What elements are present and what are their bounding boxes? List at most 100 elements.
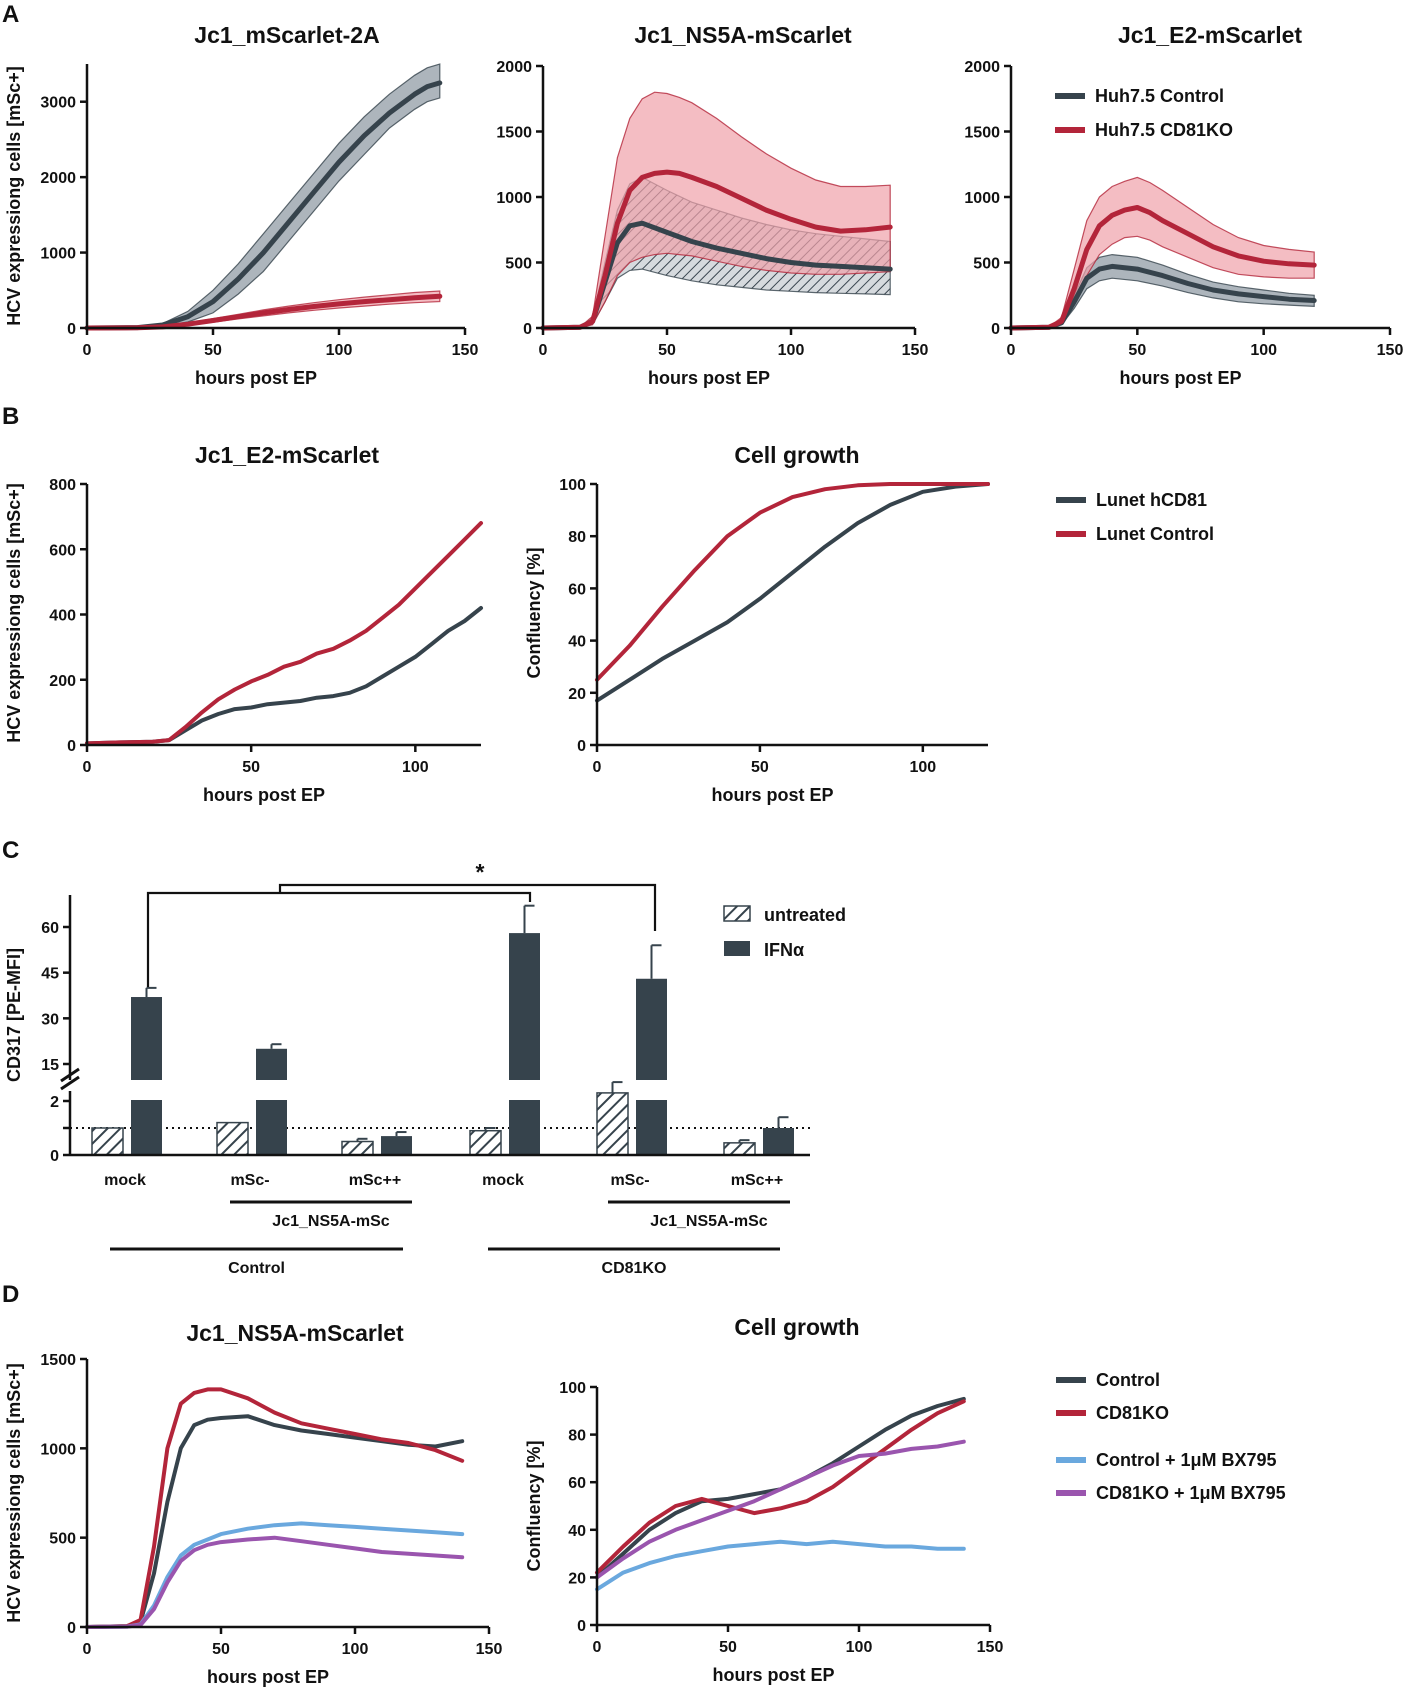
legend-swatch-untreated <box>723 905 751 922</box>
x-tick-label: 100 <box>1250 342 1277 359</box>
significance-bracket <box>146 883 657 987</box>
y-tick-label: 40 <box>568 634 586 651</box>
y-axis-label: HCV expressiong cells [mSc+] <box>4 483 24 743</box>
chart-title: Jc1_mScarlet-2A <box>194 22 379 48</box>
x-tick-label: 0 <box>593 1639 602 1656</box>
bar-untreated <box>91 1127 124 1156</box>
bar-ifn-upper <box>131 997 162 1080</box>
series-line-lunet-control <box>85 521 483 746</box>
y-tick-label: 2000 <box>964 59 1000 76</box>
series-line-lunet-hcd81 <box>85 606 483 746</box>
y-axis-label: HCV expressiong cells [mSc+] <box>4 1363 24 1623</box>
y-axis-label: CD317 [PE-MFI] <box>4 948 24 1082</box>
y-tick-label: 60 <box>41 920 59 937</box>
panel-letter-b: B <box>2 403 19 430</box>
y-tick-label: 500 <box>49 1531 76 1548</box>
y-tick-label: 30 <box>41 1011 59 1028</box>
group-label: Jc1_NS5A-mSc <box>272 1213 390 1230</box>
category-label: mock <box>482 1172 524 1189</box>
chart-b1-e2-mscarlet: 0 50 100 0 200 400 600 800 hours post EP HCV expr… <box>4 442 483 805</box>
category-label: mSc++ <box>349 1172 401 1189</box>
y-tick-label: 1500 <box>40 1352 76 1369</box>
bar-untreated <box>723 1142 756 1156</box>
chart-a1-mscarlet-2a: 0 50 100 150 0 1000 2000 3000 hours post EP HCV e… <box>4 22 478 388</box>
legend-label: Lunet hCD81 <box>1096 490 1207 510</box>
x-tick-label: 100 <box>342 1641 369 1658</box>
axis-break-mark <box>60 1067 80 1083</box>
y-tick-label: 20 <box>568 686 586 703</box>
y-tick-label: 0 <box>577 738 586 755</box>
y-tick-label: 200 <box>49 673 76 690</box>
x-tick-label: 0 <box>539 342 548 359</box>
y-tick-label: 60 <box>568 581 586 598</box>
y-tick-label: 2000 <box>496 59 532 76</box>
series-line-cd81ko <box>85 1387 465 1629</box>
bar-untreated <box>216 1121 249 1156</box>
group-label: Control <box>228 1260 285 1277</box>
x-tick-label: 50 <box>719 1639 737 1656</box>
legend-label: untreated <box>764 905 846 925</box>
bar-ifn-lower <box>636 1100 667 1155</box>
y-tick-label: 800 <box>49 477 76 494</box>
bar-untreated <box>341 1140 374 1156</box>
legend-label: Huh7.5 Control <box>1095 86 1224 106</box>
x-tick-label: 0 <box>593 759 602 776</box>
panel-letter-a: A <box>2 1 19 28</box>
y-tick-label: 100 <box>559 477 586 494</box>
x-tick-label: 0 <box>83 1641 92 1658</box>
x-axis-label: hours post EP <box>207 1667 329 1687</box>
legend-label: CD81KO + 1μM BX795 <box>1096 1483 1286 1503</box>
chart-title: Jc1_E2-mScarlet <box>195 442 379 468</box>
series-line-lunet-control <box>595 482 990 682</box>
y-tick-label: 20 <box>568 1570 586 1587</box>
y-tick-label: 1000 <box>40 246 76 263</box>
axis-break-mark <box>60 1075 80 1091</box>
legend-swatch-ifn <box>724 941 750 956</box>
bar-ifn-lower <box>509 1100 540 1155</box>
y-tick-label: 3000 <box>40 95 76 112</box>
y-tick-label: 600 <box>49 542 76 559</box>
y-tick-label: 40 <box>568 1523 586 1540</box>
category-label: mSc++ <box>731 1172 783 1189</box>
y-tick-label: 500 <box>505 256 532 273</box>
band-huh7-5-cd81ko <box>1010 176 1315 329</box>
group-label: CD81KO <box>602 1260 667 1277</box>
y-tick-label: 0 <box>67 321 76 338</box>
series-line-cd81ko-1-m-bx795 <box>85 1535 465 1629</box>
series-line-lunet-hcd81 <box>595 482 990 703</box>
significance-star: * <box>476 859 485 885</box>
band-huh7-5-control <box>86 63 441 329</box>
y-tick-label: 80 <box>568 1428 586 1445</box>
bar-ifn <box>763 1128 794 1155</box>
x-tick-label: 150 <box>902 342 929 359</box>
x-tick-label: 50 <box>658 342 676 359</box>
y-tick-label: 500 <box>973 256 1000 273</box>
chart-title: Cell growth <box>734 1314 859 1340</box>
y-tick-label: 0 <box>991 321 1000 338</box>
bar-ifn-lower <box>256 1100 287 1155</box>
bar-untreated <box>469 1129 502 1156</box>
chart-title: Jc1_E2-mScarlet <box>1118 22 1302 48</box>
y-tick-label: 1500 <box>964 125 1000 142</box>
panel-letter-d: D <box>2 1281 19 1308</box>
x-tick-label: 50 <box>1128 342 1146 359</box>
y-tick-label: 1000 <box>496 190 532 207</box>
x-tick-label: 100 <box>909 759 936 776</box>
bar-ifn-upper <box>636 978 667 1080</box>
x-tick-label: 50 <box>212 1641 230 1658</box>
chart-d2-cell-growth: 0 50 100 150 0 20 40 60 80 100 hours post EP Conflu… <box>524 1314 1286 1685</box>
x-tick-label: 0 <box>83 342 92 359</box>
chart-b2-cell-growth: 0 50 100 0 20 40 60 80 100 hours post EP Confluenc… <box>524 442 1214 805</box>
series-line-cd81ko <box>595 1399 966 1575</box>
x-axis-label: hours post EP <box>1119 368 1241 388</box>
x-tick-label: 100 <box>326 342 353 359</box>
y-tick-label: 80 <box>568 529 586 546</box>
x-tick-label: 150 <box>977 1639 1004 1656</box>
y-tick-label: 15 <box>41 1057 59 1074</box>
legend-label: Lunet Control <box>1096 524 1214 544</box>
y-tick-label: 0 <box>577 1618 586 1635</box>
y-tick-label: 1000 <box>40 1441 76 1458</box>
